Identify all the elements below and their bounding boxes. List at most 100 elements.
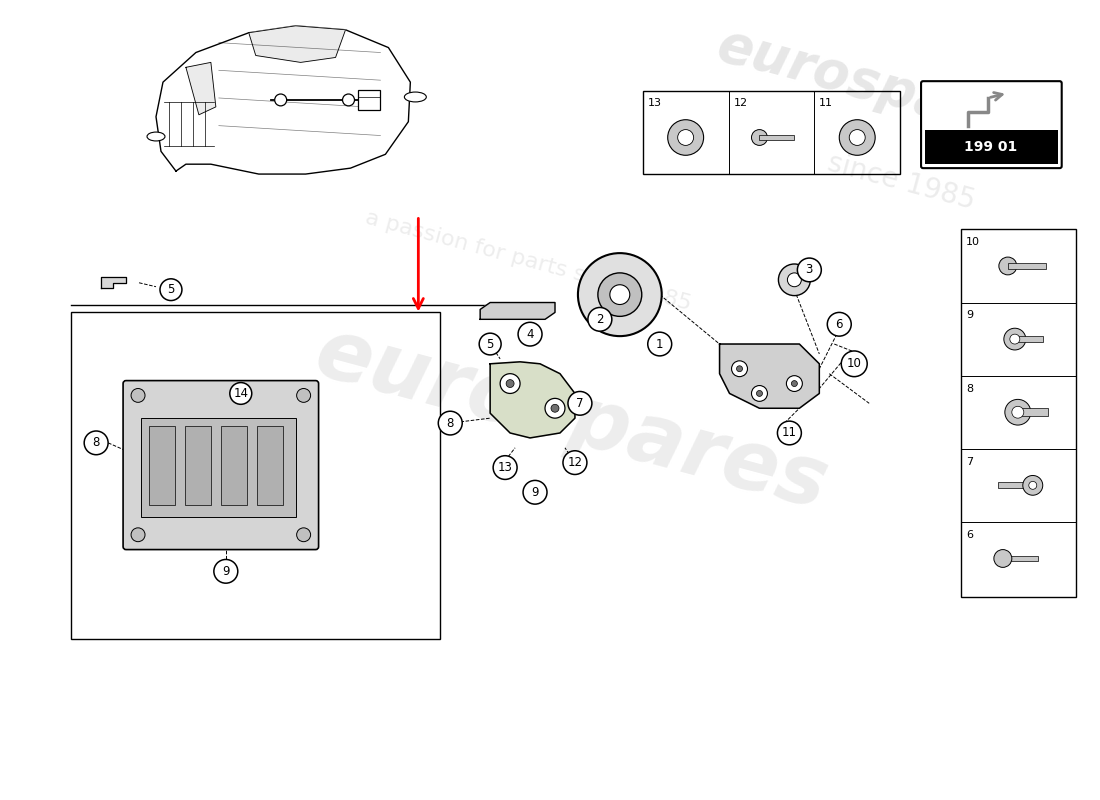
Circle shape	[297, 528, 310, 542]
Circle shape	[678, 130, 694, 146]
Polygon shape	[491, 362, 575, 438]
Circle shape	[275, 94, 287, 106]
Circle shape	[732, 361, 748, 377]
Text: 9: 9	[222, 565, 230, 578]
Circle shape	[438, 411, 462, 435]
Bar	[1008, 263, 1046, 269]
Circle shape	[598, 273, 641, 316]
Polygon shape	[719, 344, 820, 408]
Text: 6: 6	[836, 318, 843, 330]
Polygon shape	[186, 62, 216, 114]
Polygon shape	[156, 26, 410, 174]
Bar	[998, 482, 1037, 488]
Bar	[72, 313, 440, 638]
Ellipse shape	[405, 92, 427, 102]
Text: 9: 9	[531, 486, 539, 498]
Bar	[359, 90, 381, 110]
Circle shape	[551, 404, 559, 412]
Text: 11: 11	[782, 426, 796, 439]
Circle shape	[1012, 406, 1024, 418]
Circle shape	[839, 120, 876, 155]
Circle shape	[778, 421, 802, 445]
Text: 7: 7	[966, 457, 974, 466]
Bar	[759, 134, 794, 141]
Circle shape	[85, 431, 108, 454]
Text: 5: 5	[486, 338, 494, 350]
Ellipse shape	[147, 132, 165, 141]
Circle shape	[849, 130, 866, 146]
Circle shape	[568, 391, 592, 415]
Bar	[1015, 336, 1043, 342]
Bar	[961, 230, 1076, 597]
Circle shape	[578, 253, 662, 336]
Bar	[141, 418, 296, 517]
Bar	[221, 426, 246, 505]
Circle shape	[1023, 475, 1043, 495]
Circle shape	[131, 528, 145, 542]
Circle shape	[480, 333, 502, 355]
Circle shape	[779, 264, 811, 296]
Bar	[256, 426, 283, 505]
Text: 3: 3	[805, 263, 813, 277]
Bar	[148, 426, 175, 505]
Circle shape	[668, 120, 704, 155]
Text: 14: 14	[233, 387, 249, 400]
Circle shape	[524, 481, 547, 504]
Circle shape	[751, 130, 768, 146]
Text: 13: 13	[648, 98, 662, 108]
Circle shape	[587, 307, 612, 331]
Circle shape	[648, 332, 672, 356]
Circle shape	[999, 257, 1016, 275]
Circle shape	[230, 382, 252, 404]
Text: 8: 8	[92, 436, 100, 450]
Circle shape	[994, 550, 1012, 567]
Circle shape	[751, 386, 768, 402]
Circle shape	[342, 94, 354, 106]
Circle shape	[842, 351, 867, 377]
Text: a passion for parts since 1985: a passion for parts since 1985	[363, 208, 693, 314]
FancyBboxPatch shape	[123, 381, 319, 550]
Text: since 1985: since 1985	[824, 149, 978, 215]
Bar	[1003, 555, 1037, 562]
Text: eurospares: eurospares	[307, 312, 837, 526]
Text: eurospares: eurospares	[712, 19, 1047, 155]
Text: 8: 8	[966, 383, 974, 394]
Circle shape	[506, 380, 514, 387]
Circle shape	[213, 559, 238, 583]
Circle shape	[500, 374, 520, 394]
Circle shape	[493, 456, 517, 479]
Text: 2: 2	[596, 313, 604, 326]
Circle shape	[609, 285, 630, 305]
Text: 10: 10	[966, 238, 980, 247]
Polygon shape	[101, 277, 127, 288]
Circle shape	[788, 273, 802, 286]
Circle shape	[791, 381, 798, 386]
Circle shape	[1004, 399, 1031, 425]
Circle shape	[798, 258, 822, 282]
Text: 1: 1	[656, 338, 663, 350]
Bar	[1018, 408, 1047, 416]
Circle shape	[757, 390, 762, 397]
Polygon shape	[481, 302, 556, 319]
Text: 5: 5	[167, 283, 175, 296]
Bar	[925, 130, 1058, 164]
Text: 10: 10	[847, 358, 861, 370]
Circle shape	[1004, 328, 1026, 350]
Circle shape	[1010, 334, 1020, 344]
Text: 199 01: 199 01	[965, 140, 1018, 154]
Text: 12: 12	[568, 456, 582, 469]
FancyBboxPatch shape	[921, 81, 1062, 168]
Text: 12: 12	[734, 98, 748, 108]
Bar	[642, 91, 900, 174]
Text: 4: 4	[526, 328, 534, 341]
Polygon shape	[249, 26, 345, 62]
Circle shape	[737, 366, 742, 372]
Circle shape	[518, 322, 542, 346]
Circle shape	[786, 376, 802, 391]
Circle shape	[131, 389, 145, 402]
Text: 6: 6	[966, 530, 972, 540]
Text: 11: 11	[820, 98, 834, 108]
Text: 9: 9	[966, 310, 974, 321]
Circle shape	[297, 389, 310, 402]
Circle shape	[544, 398, 565, 418]
